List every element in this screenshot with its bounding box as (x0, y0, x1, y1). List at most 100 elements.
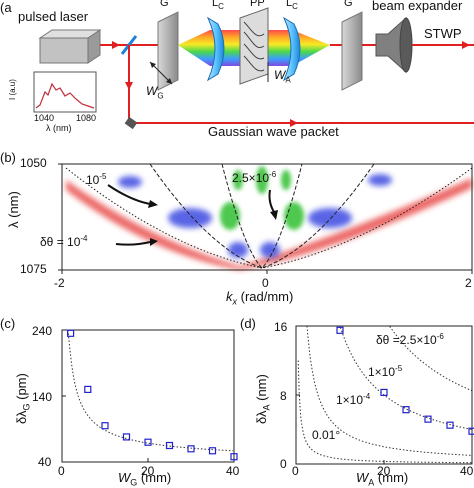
green-blobs (220, 166, 304, 230)
c-marker-1 (84, 385, 92, 394)
d-marker-1 (380, 388, 388, 397)
dispersed-spectrum-out (292, 30, 330, 66)
panel-c-markers (66, 329, 238, 461)
pp-label: PP (250, 0, 265, 9)
d-marker-0 (336, 326, 344, 334)
theory-curve-2.5e-6 (221, 163, 303, 269)
panel-b-xtick-0: 0 (262, 276, 269, 290)
c-marker-7 (208, 447, 217, 455)
panel-a-tag: (a (0, 0, 12, 15)
panel-b-ytick-1075: 1075 (20, 262, 47, 276)
wg-arrowhead-1 (150, 62, 156, 68)
grating-left-label: G (160, 0, 169, 9)
d-curve-2.5e-6 (389, 326, 472, 391)
panel-d-ytick-0: 0 (280, 457, 287, 471)
wg-arrowhead-2 (166, 78, 172, 84)
panel-d-xtick-0: 0 (292, 464, 299, 478)
inset-ylabel: I (a.u) (8, 79, 17, 100)
lens-right-label: LC (286, 0, 298, 12)
d-label-1e-5: 1×10-5 (368, 364, 403, 379)
panel-d-ylabel: δλA (nm) (254, 374, 272, 424)
panel-d-xlabel: WA (mm) (356, 470, 409, 488)
panel-a-diagram (33, 7, 474, 130)
annotation-1e-4: δθ = 10-4 (40, 234, 88, 249)
gaussian-arrow (290, 119, 298, 127)
laser-box (38, 29, 102, 64)
d-marker-3 (424, 415, 432, 423)
panel-b-xtick-m2: -2 (54, 276, 65, 290)
annotation-2.5e-6: 2.5×10-6 (232, 170, 277, 185)
spectrum-inset (33, 71, 97, 113)
d-marker-5 (468, 427, 474, 435)
panel-c-fit-curve (67, 329, 234, 452)
panel-c-ytick-140: 140 (32, 390, 53, 404)
c-marker-3 (122, 433, 131, 441)
c-marker-4 (144, 438, 152, 446)
panel-d-tag: (d) (240, 316, 256, 331)
wa-label: WA (274, 68, 291, 85)
panel-d-markers (336, 326, 474, 435)
arrowhead-1e-4 (150, 238, 158, 246)
grating-left (157, 11, 179, 91)
panel-d-xtick-40: 40 (460, 464, 474, 478)
stwp-label: STWP (424, 26, 462, 41)
c-marker-8 (230, 453, 238, 461)
panel-c-ylabel: δλG (pm) (14, 373, 32, 424)
blue-blobs (118, 174, 392, 258)
wg-label: WG (146, 84, 164, 101)
spectrum-curve (35, 82, 95, 109)
grating-right-label: G (344, 0, 353, 9)
panel-b-ytick-1050: 1050 (20, 156, 47, 170)
panel-c-xtick-0: 0 (58, 464, 65, 478)
grating-right (341, 11, 363, 91)
gaussian-label: Gaussian wave packet (208, 124, 339, 139)
panel-d-ytick-8: 8 (280, 389, 287, 403)
c-marker-6 (187, 445, 195, 453)
lens-left-label: LC (212, 0, 224, 12)
c-marker-0 (66, 329, 75, 337)
phase-plate (239, 7, 269, 85)
panel-c-frame (61, 329, 235, 463)
c-marker-5 (165, 441, 174, 450)
annotation-1e-5: 10-5 (86, 172, 107, 187)
inset-tick-1080: 1080 (76, 113, 97, 123)
panel-b-ylabel: λ (nm) (6, 191, 21, 228)
stwp-arrow (462, 41, 470, 49)
lens-right (282, 16, 301, 82)
reference-arrow (125, 82, 133, 90)
arrowhead-1e-5 (148, 200, 158, 208)
d-label-1e-4: 1×10-4 (336, 392, 371, 407)
beam-expander (375, 16, 413, 74)
inset-tick-1040: 1040 (34, 113, 55, 123)
panel-c-tag: (c) (0, 316, 16, 331)
red-band (66, 178, 472, 270)
panel-c-plot (61, 329, 238, 463)
panel-c-ytick-40: 40 (38, 455, 52, 469)
d-curve-1e-5 (339, 327, 472, 430)
panel-c-ytick-240: 240 (32, 324, 53, 338)
lens-left (206, 16, 225, 82)
beam-arrow (112, 41, 120, 49)
laser-label: pulsed laser (18, 9, 89, 24)
inset-xlabel: λ (nm) (46, 123, 72, 133)
arrow-1e-4 (115, 241, 151, 246)
d-marker-4 (446, 421, 454, 429)
d-label-2.5e-6: δθ =2.5×10-6 (376, 332, 444, 347)
arrow-1e-5 (107, 184, 151, 205)
d-marker-2 (402, 406, 410, 414)
panel-c-xlabel: WG (mm) (118, 470, 172, 488)
panel-b-tag: (b) (0, 150, 16, 165)
d-curve-1e-4 (306, 325, 472, 456)
d-label-0.01deg: 0.01° (312, 428, 341, 442)
c-marker-2 (101, 422, 109, 430)
panel-b-xtick-2: 2 (465, 276, 472, 290)
expander-label: beam expander (372, 0, 463, 13)
arrowhead-2.5e-6 (270, 210, 278, 220)
d-curve-0.01deg (297, 360, 472, 464)
panel-b-plot (58, 163, 473, 274)
mirror (124, 116, 138, 130)
dispersed-spectrum-in (178, 30, 210, 66)
panel-b-xlabel: kx (rad/mm) (226, 289, 294, 307)
panel-d-plot (295, 325, 474, 465)
arrow-2.5e-6 (268, 189, 275, 213)
